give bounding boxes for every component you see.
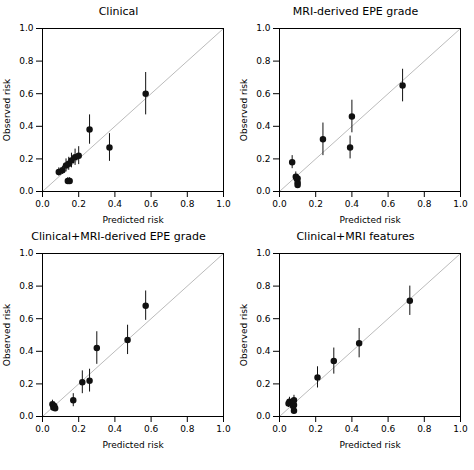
svg-text:1.0: 1.0 xyxy=(256,23,271,33)
svg-text:0.8: 0.8 xyxy=(19,56,34,66)
svg-text:0.6: 0.6 xyxy=(381,199,396,209)
svg-text:Predicted risk: Predicted risk xyxy=(339,440,401,450)
svg-text:0.4: 0.4 xyxy=(108,424,123,434)
svg-text:Observed risk: Observed risk xyxy=(239,303,249,366)
html-text:Clinical+MRI-derived EPE grade: Clinical+MRI-derived EPE grade xyxy=(31,230,206,243)
svg-text:0.8: 0.8 xyxy=(417,199,432,209)
svg-text:0.6: 0.6 xyxy=(256,89,271,99)
svg-text:0.8: 0.8 xyxy=(256,281,271,291)
svg-text:0.6: 0.6 xyxy=(144,199,159,209)
html-text:MRI-derived EPE grade: MRI-derived EPE grade xyxy=(292,5,419,18)
svg-text:0.0: 0.0 xyxy=(256,411,271,421)
svg-text:0.2: 0.2 xyxy=(309,424,323,434)
svg-text:1.0: 1.0 xyxy=(256,248,271,258)
svg-text:1.0: 1.0 xyxy=(216,199,231,209)
svg-text:0.2: 0.2 xyxy=(309,199,323,209)
svg-text:0.8: 0.8 xyxy=(180,199,195,209)
svg-text:Predicted risk: Predicted risk xyxy=(102,215,164,225)
svg-text:0.4: 0.4 xyxy=(256,346,271,356)
svg-text:0.0: 0.0 xyxy=(272,424,287,434)
svg-text:0.2: 0.2 xyxy=(19,154,33,164)
svg-text:0.4: 0.4 xyxy=(19,121,34,131)
svg-text:1.0: 1.0 xyxy=(19,23,34,33)
svg-text:0.6: 0.6 xyxy=(381,424,396,434)
svg-text:1.0: 1.0 xyxy=(19,248,34,258)
svg-text:0.8: 0.8 xyxy=(417,424,432,434)
svg-text:0.0: 0.0 xyxy=(35,199,50,209)
svg-text:0.0: 0.0 xyxy=(272,199,287,209)
svg-text:0.8: 0.8 xyxy=(256,56,271,66)
svg-text:0.0: 0.0 xyxy=(35,424,50,434)
svg-text:0.4: 0.4 xyxy=(19,346,34,356)
svg-text:0.4: 0.4 xyxy=(108,199,123,209)
svg-text:0.4: 0.4 xyxy=(345,199,360,209)
svg-text:0.6: 0.6 xyxy=(19,89,34,99)
svg-text:0.6: 0.6 xyxy=(19,314,34,324)
svg-text:Predicted risk: Predicted risk xyxy=(102,440,164,450)
svg-text:1.0: 1.0 xyxy=(216,424,231,434)
svg-text:Predicted risk: Predicted risk xyxy=(339,215,401,225)
html-text:Clinical+MRI features: Clinical+MRI features xyxy=(296,230,415,243)
svg-text:0.0: 0.0 xyxy=(19,186,34,196)
svg-text:1.0: 1.0 xyxy=(453,199,468,209)
svg-text:0.2: 0.2 xyxy=(256,154,270,164)
svg-text:0.2: 0.2 xyxy=(72,199,86,209)
svg-text:Observed risk: Observed risk xyxy=(239,78,249,141)
svg-text:0.2: 0.2 xyxy=(72,424,86,434)
svg-text:Observed risk: Observed risk xyxy=(2,78,12,141)
svg-text:1.0: 1.0 xyxy=(453,424,468,434)
svg-text:0.6: 0.6 xyxy=(256,314,271,324)
svg-text:0.2: 0.2 xyxy=(19,379,33,389)
html-text:Clinical: Clinical xyxy=(98,5,139,18)
svg-text:0.8: 0.8 xyxy=(19,281,34,291)
svg-text:0.2: 0.2 xyxy=(256,379,270,389)
svg-text:0.8: 0.8 xyxy=(180,424,195,434)
svg-text:0.6: 0.6 xyxy=(144,424,159,434)
svg-text:0.4: 0.4 xyxy=(345,424,360,434)
svg-text:0.4: 0.4 xyxy=(256,121,271,131)
svg-text:0.0: 0.0 xyxy=(19,411,34,421)
svg-text:Observed risk: Observed risk xyxy=(2,303,12,366)
svg-text:0.0: 0.0 xyxy=(256,186,271,196)
